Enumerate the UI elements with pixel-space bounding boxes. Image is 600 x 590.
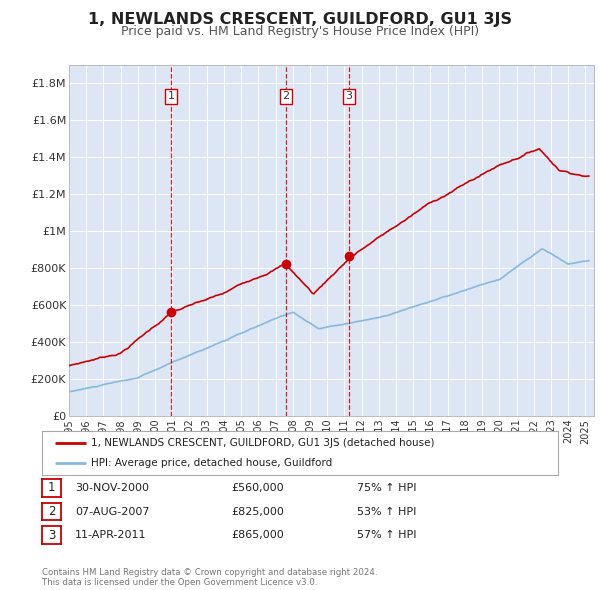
Text: Contains HM Land Registry data © Crown copyright and database right 2024.
This d: Contains HM Land Registry data © Crown c… <box>42 568 377 587</box>
Text: 11-APR-2011: 11-APR-2011 <box>75 530 146 540</box>
Text: HPI: Average price, detached house, Guildford: HPI: Average price, detached house, Guil… <box>91 458 332 468</box>
Text: £560,000: £560,000 <box>231 483 284 493</box>
Text: 1, NEWLANDS CRESCENT, GUILDFORD, GU1 3JS (detached house): 1, NEWLANDS CRESCENT, GUILDFORD, GU1 3JS… <box>91 438 434 448</box>
Text: £825,000: £825,000 <box>231 507 284 516</box>
Text: 2: 2 <box>48 505 55 518</box>
Text: 1: 1 <box>167 91 175 101</box>
Text: 07-AUG-2007: 07-AUG-2007 <box>75 507 149 516</box>
Text: 1, NEWLANDS CRESCENT, GUILDFORD, GU1 3JS: 1, NEWLANDS CRESCENT, GUILDFORD, GU1 3JS <box>88 12 512 27</box>
Text: 2: 2 <box>283 91 289 101</box>
Text: 3: 3 <box>48 529 55 542</box>
Text: 75% ↑ HPI: 75% ↑ HPI <box>357 483 416 493</box>
Text: 3: 3 <box>346 91 353 101</box>
Text: 53% ↑ HPI: 53% ↑ HPI <box>357 507 416 516</box>
Text: 57% ↑ HPI: 57% ↑ HPI <box>357 530 416 540</box>
Text: 1: 1 <box>48 481 55 494</box>
Text: £865,000: £865,000 <box>231 530 284 540</box>
Text: 30-NOV-2000: 30-NOV-2000 <box>75 483 149 493</box>
Text: Price paid vs. HM Land Registry's House Price Index (HPI): Price paid vs. HM Land Registry's House … <box>121 25 479 38</box>
